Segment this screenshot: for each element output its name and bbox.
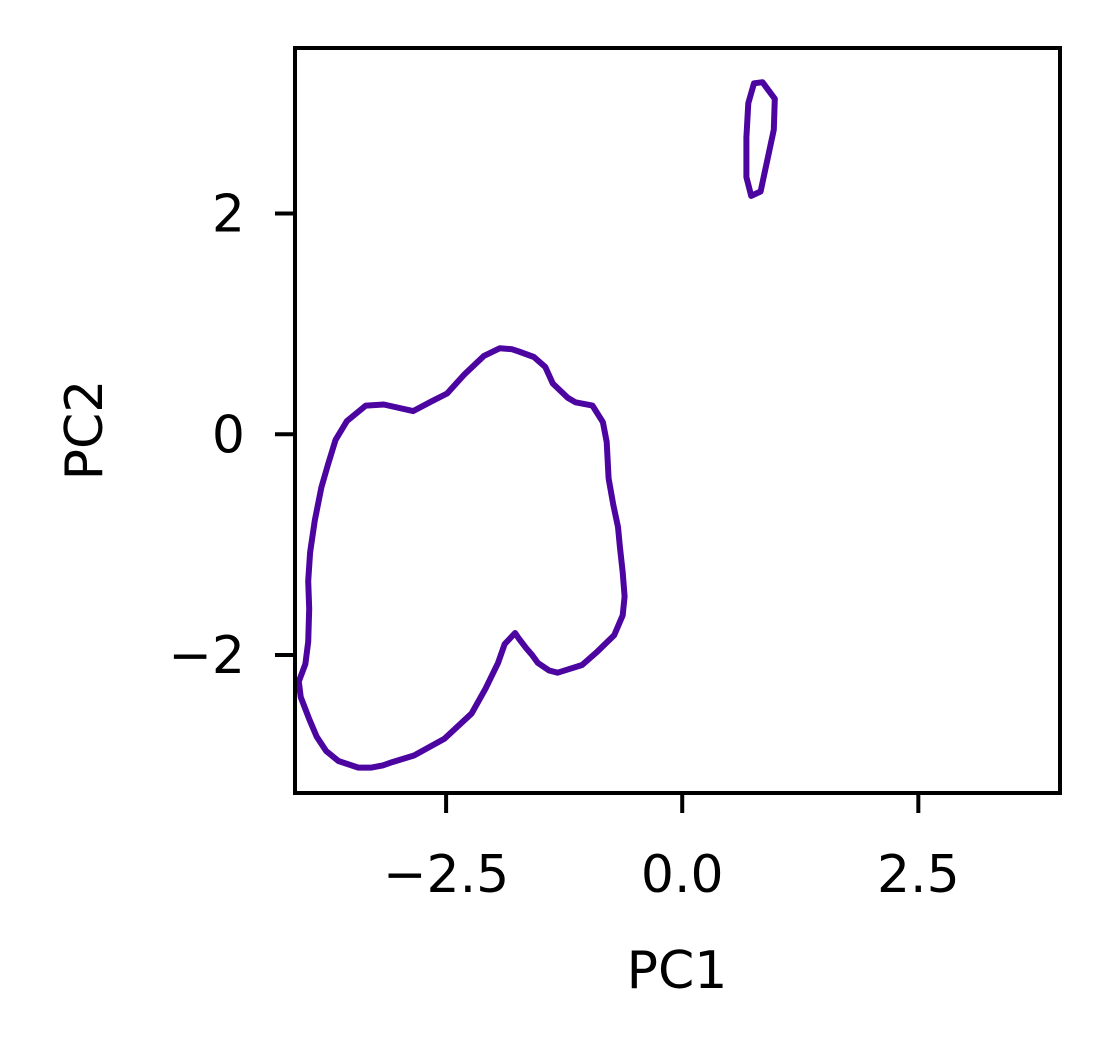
plot-frame: [293, 46, 1062, 795]
y-axis: −2 0 2: [168, 185, 295, 686]
x-axis-label: PC1: [627, 941, 728, 1001]
x-tick-label: −2.5: [383, 845, 509, 905]
y-axis-label: PC2: [55, 380, 115, 481]
contour-line-1: [743, 79, 778, 199]
x-tick-label: 0.0: [641, 845, 724, 905]
y-tick-label: 2: [212, 185, 245, 245]
y-tick-label: 0: [212, 405, 245, 465]
y-tick-label: −2: [168, 626, 245, 686]
contour-lines: [295, 79, 778, 771]
x-axis: −2.5 0.0 2.5: [383, 793, 960, 905]
x-tick-label: 2.5: [877, 845, 960, 905]
contour-line-2: [295, 345, 628, 771]
